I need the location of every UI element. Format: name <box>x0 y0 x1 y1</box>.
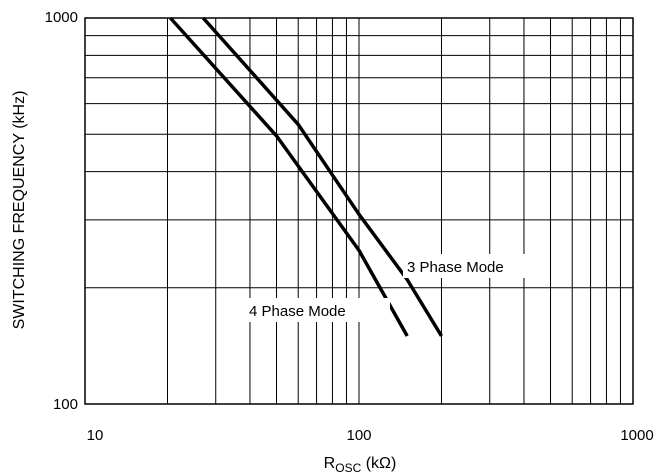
plot-frame <box>84 17 634 405</box>
series-label-4-phase: 4 Phase Mode <box>249 303 346 320</box>
y-tick-label-100: 100 <box>53 396 78 413</box>
x-tick-label-100: 100 <box>346 427 371 444</box>
series-line-4-phase-mode <box>169 16 409 337</box>
x-tick-label-1000: 1000 <box>620 427 653 444</box>
label-4-phase-bg <box>246 298 390 322</box>
grid <box>85 18 633 404</box>
label-3-phase-bg <box>403 254 549 278</box>
x-axis-label-sub: OSC <box>335 461 361 474</box>
y-tick-label-1000: 1000 <box>45 9 78 26</box>
x-axis-label-unit: (kΩ) <box>361 455 396 472</box>
x-axis-label-main: R <box>324 455 336 472</box>
series-lines <box>169 16 443 337</box>
x-axis-label: ROSC (kΩ) <box>324 455 397 474</box>
y-axis-label: SWITCHING FREQUENCY (kHz) <box>11 91 28 330</box>
series-line-3-phase-mode <box>201 16 443 337</box>
x-tick-label-10: 10 <box>87 427 104 444</box>
series-label-3-phase: 3 Phase Mode <box>407 259 504 276</box>
